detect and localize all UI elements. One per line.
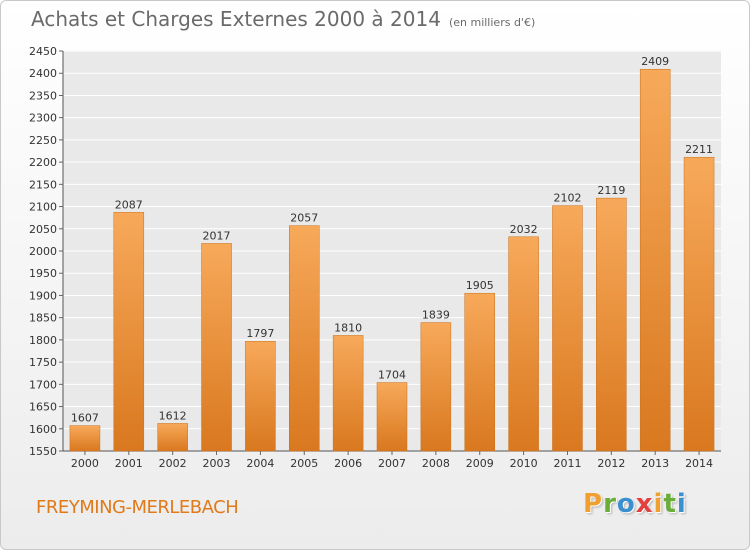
bar — [69, 425, 101, 452]
data-label: 1839 — [422, 309, 450, 322]
bar — [420, 322, 452, 452]
x-tick-label: 2009 — [466, 457, 494, 470]
x-tick-label: 2012 — [597, 457, 625, 470]
data-label: 2119 — [597, 184, 625, 197]
y-tick-label: 1800 — [29, 334, 57, 347]
data-label: 2102 — [553, 192, 581, 205]
logo-letter: x — [635, 489, 654, 519]
x-tick-label: 2001 — [115, 457, 143, 470]
y-tick-label: 2050 — [29, 223, 57, 236]
y-tick-label: 2150 — [29, 178, 57, 191]
x-tick-label: 2014 — [685, 457, 713, 470]
data-label: 2057 — [290, 212, 318, 225]
logo-letter: i — [653, 489, 664, 519]
x-tick-label: 2003 — [203, 457, 231, 470]
y-tick-label: 1950 — [29, 267, 57, 280]
data-label: 2087 — [115, 198, 143, 211]
data-label: 2409 — [641, 55, 669, 68]
bar — [683, 156, 715, 452]
x-tick-label: 2007 — [378, 457, 406, 470]
bar — [639, 68, 671, 452]
data-label: 1612 — [159, 409, 187, 422]
x-tick-label: 2000 — [71, 457, 99, 470]
data-label: 2017 — [203, 229, 231, 242]
data-label: 1797 — [246, 327, 274, 340]
data-label: 2211 — [685, 143, 713, 156]
bar — [245, 340, 276, 452]
bar — [201, 243, 232, 452]
bar — [552, 205, 583, 452]
data-label: 1810 — [334, 321, 362, 334]
location-name: FREYMING-MERLEBACH — [36, 497, 239, 518]
x-tick-label: 2010 — [510, 457, 538, 470]
x-tick-label: 2004 — [246, 457, 274, 470]
chart-unit: (en milliers d'€) — [448, 16, 536, 29]
x-tick-label: 2008 — [422, 457, 450, 470]
x-tick-label: 2005 — [290, 457, 318, 470]
y-tick-label: 2450 — [29, 45, 57, 58]
y-tick-label: 2100 — [29, 201, 57, 214]
proxiti-logo: Proxiti — [583, 489, 687, 519]
y-tick-label: 2300 — [29, 112, 57, 125]
y-tick-label: 1600 — [29, 423, 57, 436]
y-tick-label: 2350 — [29, 89, 57, 102]
bar — [464, 292, 495, 452]
bar — [376, 382, 408, 452]
logo-letter: P — [583, 489, 604, 519]
logo-letter: i — [676, 489, 687, 519]
bar — [596, 197, 627, 452]
data-label: 1905 — [466, 279, 494, 292]
data-label: 1607 — [71, 412, 99, 425]
y-tick-label: 2000 — [29, 245, 57, 258]
y-tick-label: 1850 — [29, 312, 57, 325]
y-tick-label: 1750 — [29, 356, 57, 369]
y-tick-label: 2250 — [29, 134, 57, 147]
bar — [289, 225, 320, 452]
x-tick-label: 2006 — [334, 457, 362, 470]
logo-letter: o — [616, 489, 636, 519]
chart-title-text: Achats et Charges Externes 2000 à 2014 — [31, 7, 441, 31]
y-tick-label: 2200 — [29, 156, 57, 169]
x-tick-label: 2013 — [641, 457, 669, 470]
data-label: 2032 — [510, 223, 538, 236]
data-label: 1704 — [378, 369, 406, 382]
logo-letter: t — [663, 489, 677, 519]
bar — [508, 236, 539, 452]
y-tick-label: 2400 — [29, 67, 57, 80]
y-tick-label: 1900 — [29, 289, 57, 302]
bar — [113, 212, 145, 452]
bar — [332, 335, 364, 452]
chart-title: Achats et Charges Externes 2000 à 2014 (e… — [31, 7, 535, 31]
y-tick-label: 1650 — [29, 401, 57, 414]
y-tick-label: 1550 — [29, 445, 57, 458]
logo-letter: r — [603, 489, 617, 519]
bar — [157, 423, 188, 452]
y-tick-label: 1700 — [29, 378, 57, 391]
x-tick-label: 2002 — [159, 457, 187, 470]
x-tick-label: 2011 — [553, 457, 581, 470]
